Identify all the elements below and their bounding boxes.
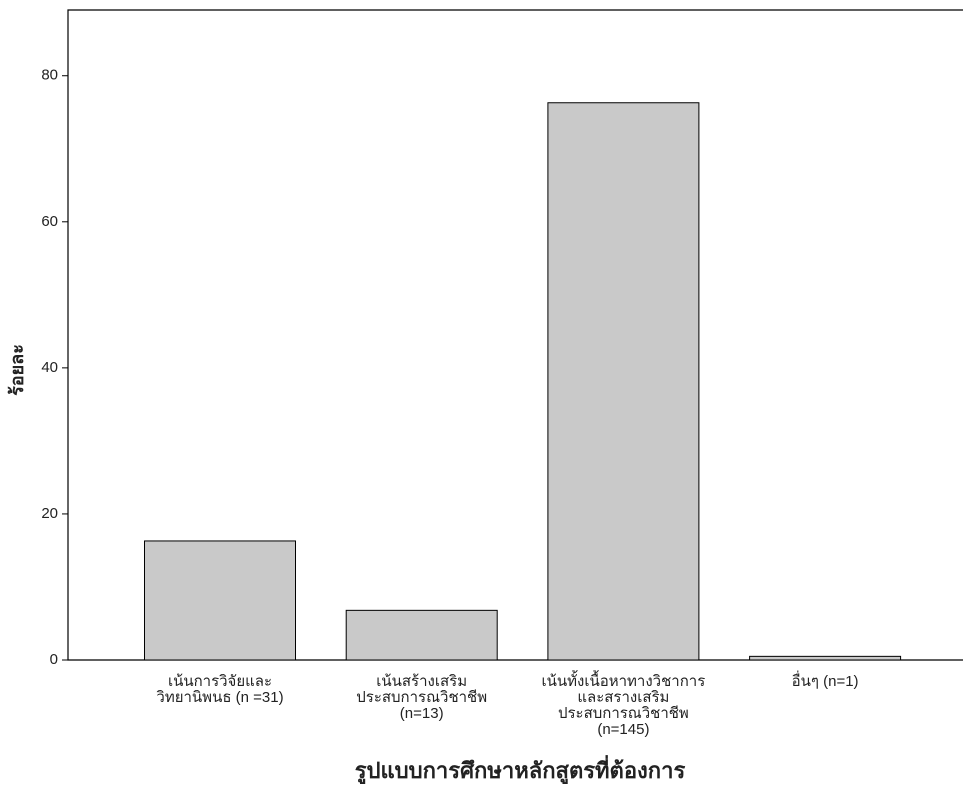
x-axis-label: รูปแบบการศึกษาหลักสูตรที่ต้องการ xyxy=(355,754,686,785)
x-tick-label: เน้นการวิจัยและ วิทยานิพนธ (n =31) xyxy=(156,673,284,706)
plot-frame xyxy=(67,9,963,661)
bar xyxy=(144,540,296,661)
y-tick-label: 80 xyxy=(41,67,58,84)
y-tick-label: 40 xyxy=(41,359,58,376)
bar xyxy=(345,609,498,661)
y-axis-label: ร้อยละ xyxy=(7,344,27,396)
x-tick-label: เน้นทั้งเนื้อหาทางวิชาการ และสรางเสริม ป… xyxy=(541,673,706,738)
x-tick-label: เน้นสร้างเสริม ประสบการณวิชาชีพ (n=13) xyxy=(356,673,488,722)
y-tick-label: 20 xyxy=(41,505,58,522)
bar xyxy=(547,102,700,661)
y-tick-label: 0 xyxy=(50,651,58,668)
bar xyxy=(749,655,902,661)
x-tick-label: อื่นๆ (n=1) xyxy=(791,673,859,690)
y-tick-label: 60 xyxy=(41,213,58,230)
